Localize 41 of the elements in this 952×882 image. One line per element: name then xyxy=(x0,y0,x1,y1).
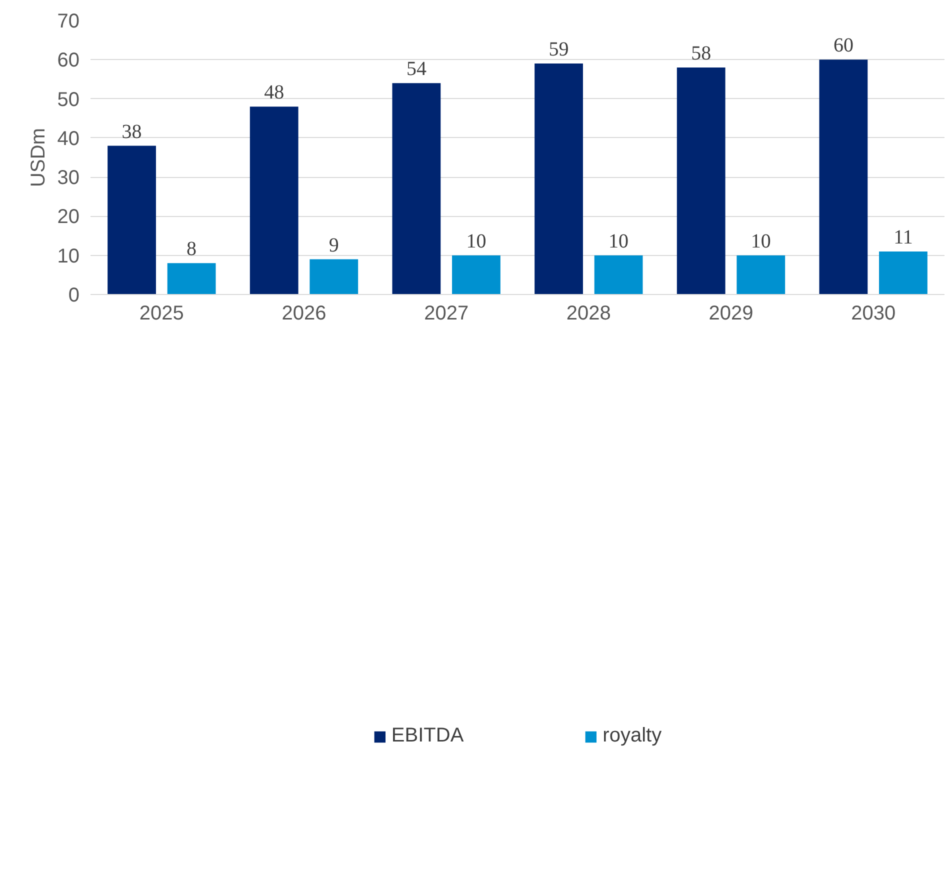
y-axis-title: USDm xyxy=(27,128,50,187)
data-label: 10 xyxy=(608,230,629,252)
bar xyxy=(392,83,441,294)
bar xyxy=(167,263,216,294)
y-tick-label: 10 xyxy=(57,245,80,268)
x-tick-label: 2028 xyxy=(566,302,611,324)
data-label: 59 xyxy=(548,38,569,61)
y-tick-label: 50 xyxy=(57,88,80,111)
bar xyxy=(879,251,928,294)
data-label: 10 xyxy=(750,230,771,252)
bar xyxy=(534,64,583,294)
bar xyxy=(108,146,156,294)
y-tick-label: 0 xyxy=(68,284,80,306)
bar xyxy=(676,67,726,294)
bar xyxy=(310,259,358,294)
bar xyxy=(736,255,786,294)
x-tick-label: 2029 xyxy=(708,302,754,324)
legend-label: EBITDA xyxy=(391,724,464,748)
x-tick-label: 2030 xyxy=(851,302,896,324)
data-label: 54 xyxy=(406,58,426,80)
bar xyxy=(819,60,868,294)
data-label: 8 xyxy=(186,238,197,260)
data-label: 9 xyxy=(328,234,339,256)
data-label: 58 xyxy=(691,42,712,64)
data-label: 38 xyxy=(122,120,142,143)
bar xyxy=(250,106,298,294)
bar xyxy=(452,255,500,294)
bar xyxy=(594,255,643,294)
data-label: 10 xyxy=(466,230,486,252)
data-label: 48 xyxy=(264,82,284,104)
x-tick-label: 2027 xyxy=(424,302,469,324)
y-tick-label: 40 xyxy=(57,128,80,150)
x-tick-label: 2025 xyxy=(139,302,184,324)
y-tick-label: 60 xyxy=(57,50,80,72)
y-tick-label: 30 xyxy=(57,167,80,190)
x-tick-label: 2026 xyxy=(282,302,326,324)
legend-label: royalty xyxy=(602,724,662,748)
data-label: 60 xyxy=(833,34,854,57)
y-tick-label: 70 xyxy=(57,10,80,32)
y-tick-label: 20 xyxy=(57,206,80,228)
data-label: 11 xyxy=(894,226,913,248)
